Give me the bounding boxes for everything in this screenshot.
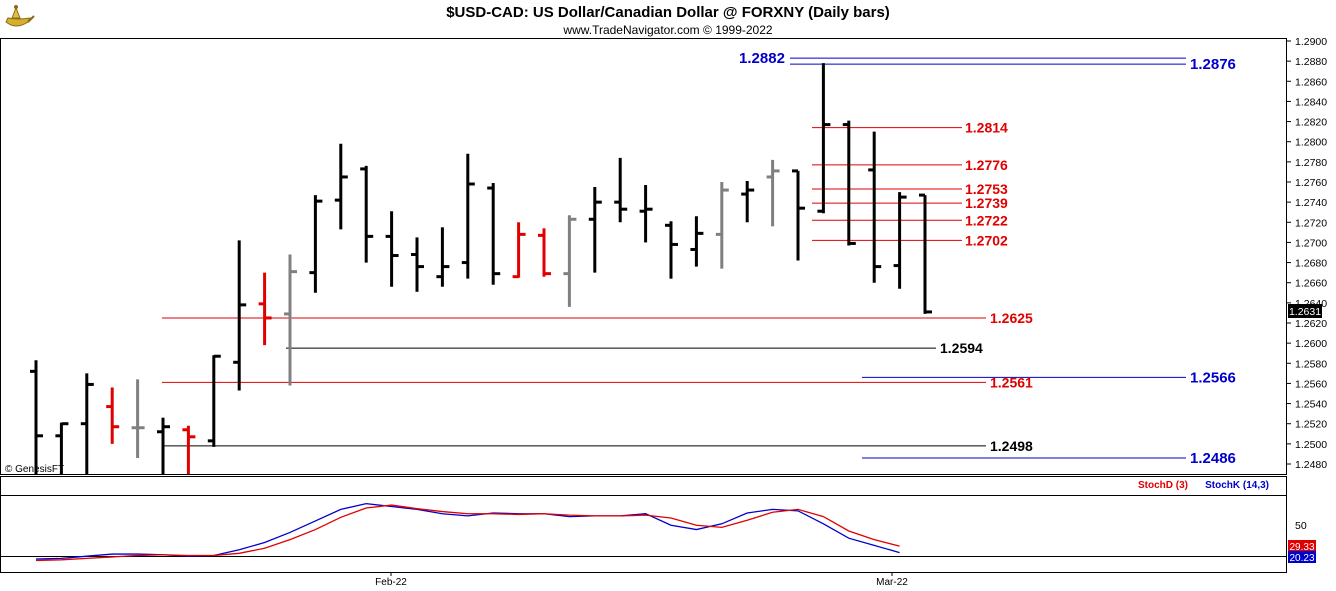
y-tick-label: 1.2560	[1295, 378, 1327, 390]
level-label-1.2882: 1.2882	[739, 50, 785, 67]
ohlc-bar	[55, 422, 69, 474]
stoch-last-values: 29.33 20.23	[1288, 540, 1316, 564]
ohlc-bar	[868, 131, 882, 283]
stoch-panel	[0, 476, 1287, 573]
chart-title: $USD-CAD: US Dollar/Canadian Dollar @ FO…	[446, 4, 890, 21]
ohlc-bar	[487, 183, 501, 285]
ohlc-bar	[258, 272, 272, 346]
ohlc-bar	[639, 185, 653, 243]
ohlc-bar	[207, 354, 221, 447]
stoch-lines	[35, 502, 900, 562]
legend-stoch-k: StochK (14,3)	[1205, 480, 1269, 491]
level-label-1.2566: 1.2566	[1190, 369, 1236, 386]
last-price-badge: 1.2631	[1288, 304, 1322, 318]
x-tick-label: Feb-22	[375, 577, 407, 588]
ohlc-bar	[766, 159, 780, 227]
level-label-1.2498: 1.2498	[990, 438, 1033, 454]
ohlc-bar	[385, 211, 399, 287]
level-label-1.2625: 1.2625	[990, 310, 1033, 326]
y-tick-label: 1.2740	[1295, 197, 1327, 209]
y-tick-label: 1.2820	[1295, 117, 1327, 129]
y-tick-label: 1.2500	[1295, 439, 1327, 451]
ohlc-bar	[715, 182, 729, 269]
ohlc-bar	[792, 169, 805, 261]
stoch-line-blue	[35, 502, 900, 560]
watermark: © GenesisFT	[5, 464, 64, 475]
logo-icon	[5, 5, 35, 27]
ohlc-bar	[360, 165, 374, 263]
y-tick-label: 1.2520	[1295, 419, 1327, 431]
stoch-line-red	[35, 504, 900, 562]
chart-subtitle: www.TradeNavigator.com © 1999-2022	[562, 23, 772, 37]
ohlc-bar	[157, 417, 170, 474]
y-tick-label: 1.2800	[1295, 137, 1327, 149]
ohlc-bar	[741, 180, 755, 223]
ohlc-bar	[893, 192, 907, 289]
stoch-k-last: 20.23	[1289, 553, 1314, 564]
last-price-value: 1.2631	[1289, 306, 1321, 318]
y-tick-label: 1.2900	[1295, 36, 1327, 48]
ohlc-bar	[233, 240, 247, 391]
ohlc-bar	[665, 221, 678, 279]
ohlc-bar	[131, 379, 145, 458]
ohlc-bar	[411, 237, 424, 292]
ohlc-bar	[919, 193, 932, 314]
level-label-1.2594: 1.2594	[940, 340, 983, 356]
y-tick-label: 1.2720	[1295, 217, 1327, 229]
legend-stoch-d: StochD (3)	[1138, 480, 1188, 491]
level-lines: 1.2882 1.28761.28141.27761.27531.27391.27…	[162, 50, 1236, 467]
y-tick-label: 1.2780	[1295, 157, 1327, 169]
stoch-d-last: 29.33	[1289, 542, 1314, 553]
y-tick-label: 1.2860	[1295, 76, 1327, 88]
x-axis: Feb-22 Mar-22	[375, 572, 908, 588]
level-label-1.2753: 1.2753	[965, 181, 1008, 197]
ohlc-bar	[80, 373, 94, 474]
ohlc-bar	[309, 195, 323, 293]
y-tick-label: 1.2760	[1295, 177, 1327, 189]
level-label-1.2486: 1.2486	[1190, 450, 1236, 467]
y-tick-label: 1.2840	[1295, 96, 1327, 108]
ohlc-bar	[461, 153, 475, 279]
ohlc-bar	[436, 227, 450, 287]
ohlc-bar	[614, 157, 628, 223]
level-label-1.2722: 1.2722	[965, 212, 1008, 228]
ohlc-bar	[563, 215, 577, 307]
y-tick-label: 1.2600	[1295, 338, 1327, 350]
price-bars	[30, 63, 932, 474]
level-label-1.2876: 1.2876	[1190, 56, 1236, 73]
y-tick-label: 1.2540	[1295, 399, 1327, 411]
level-label-1.2739: 1.2739	[965, 195, 1008, 211]
price-axis: 1.2900 1.2880 1.2860 1.2840 1.2820 1.2800 1.27…	[1286, 36, 1327, 471]
y-tick-label: 1.2660	[1295, 278, 1327, 290]
ohlc-bar	[30, 360, 43, 474]
level-label-1.2776: 1.2776	[965, 157, 1008, 173]
ohlc-bar	[106, 387, 120, 444]
ohlc-bar	[690, 216, 704, 267]
y-tick-label: 1.2580	[1295, 358, 1327, 370]
ohlc-bar	[817, 63, 831, 214]
level-label-1.2814: 1.2814	[965, 120, 1008, 136]
ohlc-bar	[842, 120, 856, 246]
y-tick-label: 1.2620	[1295, 318, 1327, 330]
price-panel	[0, 38, 1287, 475]
stoch-tick-50: 50	[1295, 520, 1307, 532]
x-tick-label: Mar-22	[876, 577, 908, 588]
ohlc-bar	[512, 222, 526, 279]
y-tick-label: 1.2700	[1295, 237, 1327, 249]
level-label-1.2561: 1.2561	[990, 374, 1033, 390]
ohlc-bar	[284, 254, 297, 386]
ohlc-bar	[334, 143, 348, 230]
ohlc-bar	[182, 425, 196, 474]
ohlc-bar	[588, 187, 602, 273]
ohlc-bar	[538, 228, 551, 277]
y-tick-label: 1.2480	[1295, 459, 1327, 471]
y-tick-label: 1.2680	[1295, 258, 1327, 270]
y-tick-label: 1.2880	[1295, 56, 1327, 68]
level-label-1.2702: 1.2702	[965, 232, 1008, 248]
